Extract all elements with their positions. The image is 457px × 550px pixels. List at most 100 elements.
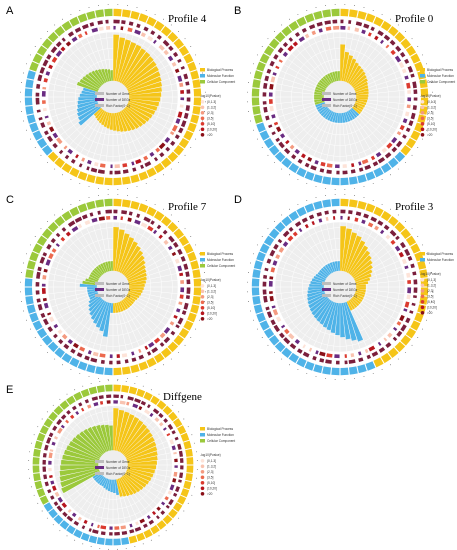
rich-factor-bar — [307, 293, 326, 305]
rich-factor-bar — [99, 302, 110, 332]
term-label-mark — [253, 253, 254, 255]
grid-spoke — [51, 76, 98, 93]
pvalue-legend-label: (3,5] — [207, 476, 213, 480]
rich-factor-bar — [349, 109, 358, 118]
gene-count-bar — [308, 214, 315, 220]
rich-factor-bar — [90, 300, 105, 320]
category-segment — [388, 347, 399, 359]
rich-factor-bar — [126, 66, 159, 89]
inner-legend-label: Number of DEGs — [106, 288, 131, 292]
gene-count-bar — [179, 458, 184, 463]
rich-factor-bar — [93, 107, 103, 117]
category-segment — [66, 524, 76, 535]
rich-factor-bar — [85, 278, 98, 284]
rich-factor-bar — [122, 109, 140, 129]
pvalue-bar — [394, 245, 401, 252]
pvalue-bar — [122, 163, 128, 168]
gene-count-bar — [172, 241, 179, 248]
rich-factor-bar — [91, 70, 104, 85]
grid-spoke — [129, 89, 178, 96]
grid-spoke — [283, 254, 327, 280]
pvalue-bar — [173, 314, 178, 319]
rich-factor-bar — [114, 409, 125, 451]
pvalue-bar — [340, 215, 343, 220]
term-label-mark — [405, 31, 406, 32]
category-segment — [192, 269, 201, 279]
pvalue-bar — [84, 220, 91, 226]
category-segment — [190, 70, 200, 80]
pvalue-bar — [77, 33, 83, 39]
grid-circle — [64, 48, 162, 146]
category-segment — [263, 137, 275, 149]
pvalue-bar — [57, 427, 63, 434]
category-segment — [128, 535, 138, 544]
gene-count-bar — [163, 336, 171, 344]
category-segment — [274, 341, 286, 353]
term-label-mark — [354, 194, 355, 196]
pvalue-bar — [61, 502, 68, 509]
gene-count-bar — [392, 336, 398, 342]
category-segment — [405, 235, 417, 247]
term-label-mark — [202, 310, 203, 312]
rich-factor-bar — [319, 79, 328, 88]
pvalue-bar — [144, 409, 151, 415]
grid-spoke — [332, 113, 339, 162]
pvalue-bar — [51, 485, 57, 491]
pvalue-legend-dot — [420, 278, 425, 282]
gene-count-bar — [268, 124, 273, 129]
pvalue-legend-label: (2,3] — [207, 295, 213, 299]
term-label-mark — [30, 486, 32, 488]
grid-spoke — [351, 107, 389, 141]
rich-factor-bar — [113, 303, 116, 313]
gene-count-bar — [265, 306, 270, 311]
gene-count-bar — [316, 21, 323, 27]
grid-spoke — [353, 64, 397, 90]
grid-spoke — [332, 303, 339, 352]
gene-count-bar — [78, 163, 83, 168]
rich-factor-bar — [92, 269, 101, 278]
term-label-mark — [372, 200, 374, 201]
grid-spoke — [56, 294, 100, 320]
grid-spoke — [313, 37, 334, 83]
grid-spoke — [128, 266, 175, 283]
term-label-mark — [170, 214, 172, 216]
gene-count-bar — [100, 531, 106, 536]
gene-count-bar — [144, 161, 152, 168]
pvalue-bar — [163, 49, 169, 56]
term-label-mark — [90, 546, 92, 548]
grid-spoke — [61, 472, 101, 495]
term-label-mark — [334, 189, 336, 191]
pvalue-bar — [340, 25, 346, 30]
gene-count-bar — [50, 46, 58, 54]
pvalue-bar — [163, 327, 171, 334]
grid-spoke — [114, 113, 121, 162]
rich-factor-bar — [126, 264, 146, 279]
term-label-mark — [82, 543, 84, 545]
gene-count-bar — [35, 92, 40, 97]
term-label-mark — [267, 344, 269, 346]
grid-spoke — [123, 298, 157, 336]
term-label-mark — [163, 364, 164, 366]
grid-spoke — [54, 458, 99, 464]
gene-count-bar — [270, 319, 276, 326]
pvalue-legend-dot — [420, 289, 425, 293]
panel-title: Diffgene — [163, 391, 202, 403]
rich-factor-bar — [119, 44, 142, 83]
term-label-mark — [281, 24, 283, 26]
rich-factor-bar — [129, 92, 162, 97]
pvalue-bar — [98, 216, 105, 221]
term-label-mark — [23, 310, 24, 312]
gene-count-bar — [168, 45, 174, 52]
gene-count-bar — [146, 404, 151, 409]
gene-count-bar — [332, 19, 338, 24]
pvalue-bar — [179, 294, 184, 299]
rich-factor-bar — [88, 292, 99, 298]
rich-factor-bar — [355, 277, 371, 284]
category-segment — [161, 157, 172, 169]
rich-factor-bar — [60, 469, 100, 488]
grid-spoke — [127, 452, 171, 463]
rich-factor-bar — [352, 260, 373, 278]
category-segment — [253, 304, 263, 314]
rich-factor-bar — [110, 303, 113, 313]
pvalue-bar — [48, 452, 53, 459]
